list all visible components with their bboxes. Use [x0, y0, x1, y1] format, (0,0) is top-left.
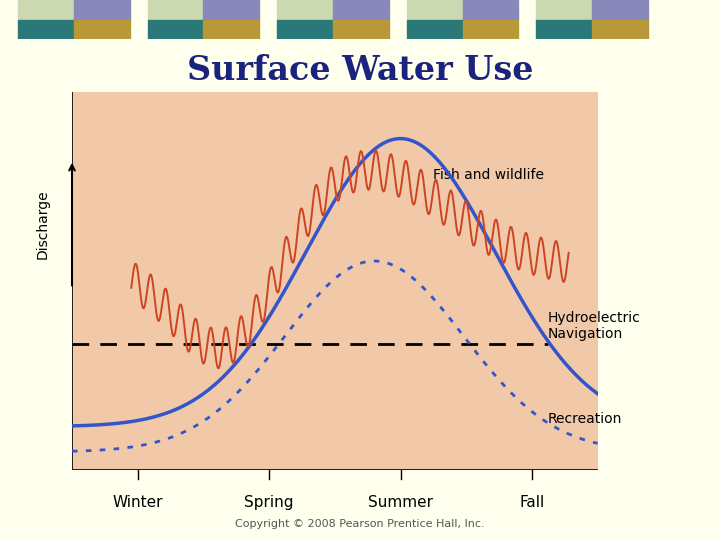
Bar: [203, 0, 259, 20]
Text: Hydroelectric
Navigation: Hydroelectric Navigation: [548, 310, 640, 341]
Bar: [148, 0, 203, 20]
Bar: [463, 20, 518, 39]
Bar: [593, 20, 648, 39]
Bar: [203, 20, 259, 39]
Text: Copyright © 2008 Pearson Prentice Hall, Inc.: Copyright © 2008 Pearson Prentice Hall, …: [235, 519, 485, 529]
Bar: [463, 0, 518, 20]
Text: Discharge: Discharge: [36, 190, 50, 259]
Text: Spring: Spring: [244, 495, 294, 510]
Bar: [407, 0, 463, 20]
Bar: [148, 20, 203, 39]
Bar: [333, 0, 389, 20]
Text: Recreation: Recreation: [548, 413, 622, 427]
Bar: [277, 0, 333, 20]
Text: Summer: Summer: [368, 495, 433, 510]
Bar: [74, 0, 130, 20]
Text: Surface Water Use: Surface Water Use: [186, 53, 534, 87]
Bar: [74, 20, 130, 39]
Text: Fall: Fall: [519, 495, 544, 510]
Bar: [18, 20, 74, 39]
Text: Winter: Winter: [112, 495, 163, 510]
Bar: [333, 20, 389, 39]
Bar: [277, 20, 333, 39]
Bar: [18, 0, 74, 20]
Text: Fish and wildlife: Fish and wildlife: [433, 167, 544, 181]
Bar: [593, 0, 648, 20]
Bar: [407, 20, 463, 39]
Bar: [536, 0, 593, 20]
Bar: [536, 20, 593, 39]
